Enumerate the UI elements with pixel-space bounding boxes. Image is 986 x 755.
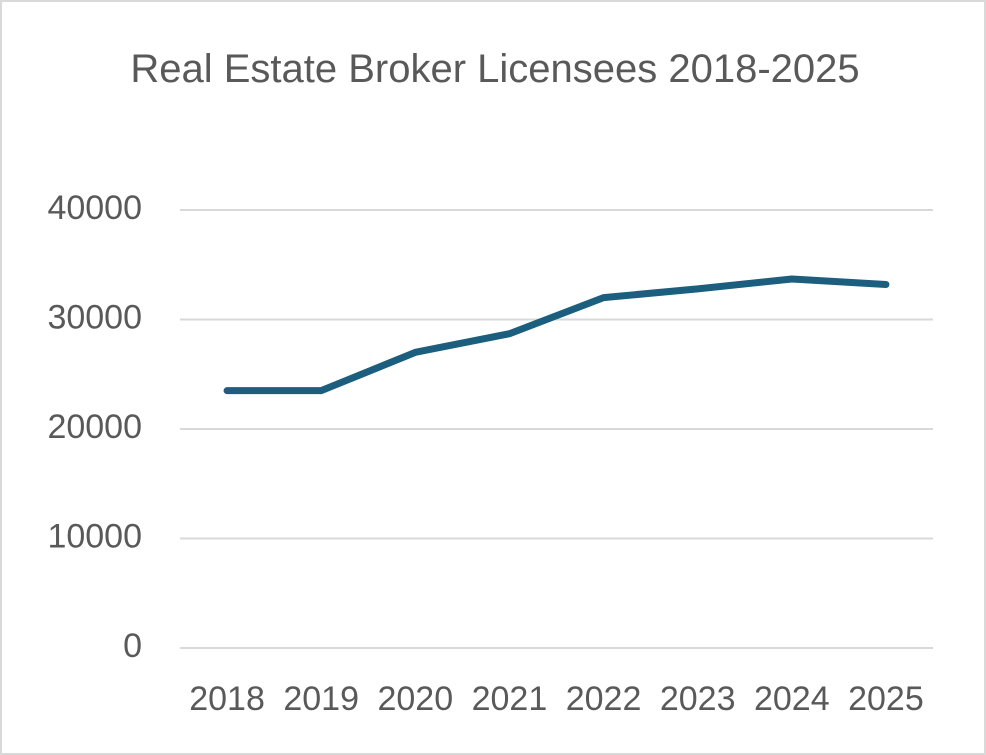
x-tick-label: 2018 (189, 680, 265, 718)
data-line (223, 275, 890, 395)
x-tick-label: 2021 (472, 680, 548, 718)
y-tick-label: 40000 (47, 189, 142, 227)
y-tick-label: 10000 (47, 517, 142, 555)
x-tick-label: 2023 (660, 680, 736, 718)
x-tick-label: 2024 (754, 680, 830, 718)
chart-title: Real Estate Broker Licensees 2018-2025 (130, 47, 860, 91)
x-tick-label: 2020 (377, 680, 453, 718)
y-tick-label: 30000 (47, 298, 142, 336)
x-tick-label: 2022 (566, 680, 642, 718)
x-tick-label: 2019 (283, 680, 359, 718)
x-tick-label: 2025 (848, 680, 924, 718)
y-tick-label: 0 (123, 627, 142, 665)
y-tick-label: 20000 (47, 408, 142, 446)
